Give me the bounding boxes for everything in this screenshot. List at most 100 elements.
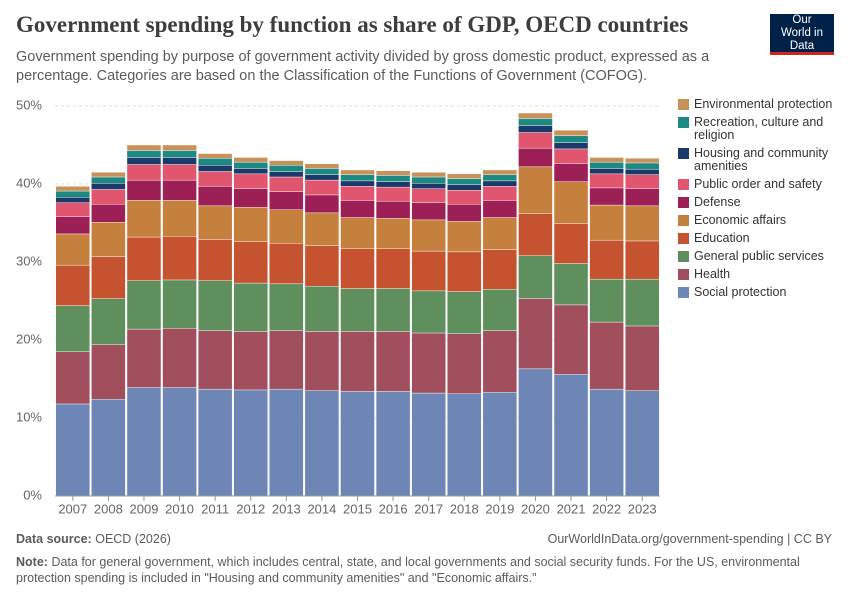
chart-title: Government spending by function as share… <box>16 12 689 37</box>
bar-segment <box>447 333 482 395</box>
logo[interactable]: Our World in Data <box>770 14 834 55</box>
legend-swatch[interactable] <box>678 287 689 298</box>
bar-segment <box>553 263 589 306</box>
legend-item[interactable]: Defense <box>678 196 848 209</box>
bar-segment <box>340 186 375 201</box>
bar-segment <box>411 188 446 203</box>
bar-segment <box>447 178 482 185</box>
legend-item[interactable]: Environmental protection <box>678 98 848 111</box>
legend-swatch[interactable] <box>678 233 689 244</box>
bar-segment <box>625 174 660 189</box>
bar-segment <box>91 399 126 497</box>
legend-item[interactable]: Social protection <box>678 286 848 299</box>
source-text: OECD (2026) <box>95 532 171 546</box>
bar-segment <box>589 168 624 175</box>
bar-segment <box>340 217 375 249</box>
legend-item[interactable]: Economic affairs <box>678 214 848 227</box>
bar-segment <box>55 264 90 306</box>
legend-label[interactable]: Health <box>694 267 731 281</box>
legend-swatch[interactable] <box>678 197 689 208</box>
bar-segment <box>126 157 162 165</box>
bar-segment <box>197 330 233 390</box>
legend-swatch[interactable] <box>678 148 689 159</box>
bar-segment <box>304 285 340 332</box>
bar-segment <box>411 290 446 334</box>
x-tick-label: 2023 <box>628 501 657 516</box>
bar-segment <box>197 158 233 166</box>
bar-segment <box>126 236 162 281</box>
bar-segment <box>126 387 162 497</box>
bar-segment <box>553 223 589 264</box>
legend-item[interactable]: Recreation, culture and religion <box>678 116 848 142</box>
bar-segment <box>411 392 446 497</box>
x-tick-label: 2010 <box>165 501 194 516</box>
bar-segment <box>340 248 375 289</box>
bar-segment <box>589 157 624 163</box>
x-tick-label: 2017 <box>414 501 443 516</box>
bar-segment <box>482 392 518 497</box>
x-tick-label: 2009 <box>130 501 159 516</box>
bar-segment <box>233 157 268 163</box>
legend-item[interactable]: Public order and safety <box>678 178 848 191</box>
x-tick-label: 2007 <box>58 501 87 516</box>
legend-label[interactable]: Public order and safety <box>694 177 822 191</box>
bar-segment <box>447 393 482 497</box>
legend-item[interactable]: Health <box>678 268 848 281</box>
legend-swatch[interactable] <box>678 251 689 262</box>
bar-segment <box>55 351 90 405</box>
legend-label[interactable]: Recreation, culture and religion <box>694 115 824 142</box>
logo-text[interactable]: Our World in Data <box>781 13 823 52</box>
legend-swatch[interactable] <box>678 99 689 110</box>
bar-segment <box>411 202 446 221</box>
legend: Environmental protection Recreation, cult… <box>678 98 848 304</box>
bar-segment <box>269 243 304 285</box>
bar-segment <box>91 344 126 400</box>
bar-segment <box>589 161 624 169</box>
legend-swatch[interactable] <box>678 179 689 190</box>
legend-label[interactable]: Environmental protection <box>694 97 833 111</box>
legend-label[interactable]: Economic affairs <box>694 213 787 227</box>
bar-segment <box>518 368 553 497</box>
bar-segment <box>304 168 340 175</box>
bar-segment <box>233 168 268 175</box>
bar-segment <box>233 331 268 391</box>
bar-segment <box>375 391 411 497</box>
bar-segment <box>482 186 518 201</box>
bar-segment <box>233 188 268 208</box>
bar-segment <box>126 179 162 201</box>
bar-segment <box>411 332 446 394</box>
bar-segment <box>411 250 446 292</box>
legend-label[interactable]: Housing and community amenities <box>694 146 829 173</box>
bar-segment <box>269 165 304 172</box>
bar-segment <box>625 390 660 497</box>
legend-item[interactable]: General public services <box>678 250 848 263</box>
bar-segment <box>126 200 162 238</box>
legend-label[interactable]: Defense <box>694 195 741 209</box>
bar-segment <box>447 184 482 191</box>
bar-segment <box>447 173 482 179</box>
legend-swatch[interactable] <box>678 117 689 128</box>
bar-segment <box>375 175 411 182</box>
bar-segment <box>482 289 518 331</box>
legend-swatch[interactable] <box>678 215 689 226</box>
bar-segment <box>518 213 553 256</box>
legend-item[interactable]: Housing and community amenities <box>678 147 848 173</box>
legend-label[interactable]: Social protection <box>694 285 787 299</box>
x-tick-label: 2020 <box>521 501 550 516</box>
x-tick-label: 2013 <box>272 501 301 516</box>
legend-swatch[interactable] <box>678 269 689 280</box>
bar-segment <box>375 288 411 332</box>
legend-item[interactable]: Education <box>678 232 848 245</box>
bar-segment <box>162 387 197 497</box>
bar-segment <box>233 161 268 169</box>
bar-segment <box>375 331 411 392</box>
bar-segment <box>233 207 268 242</box>
legend-label[interactable]: General public services <box>694 249 824 263</box>
x-tick-label: 2008 <box>94 501 123 516</box>
bar-segment <box>55 186 90 192</box>
bar-segment <box>411 183 446 189</box>
y-tick-label: 20% <box>16 331 42 346</box>
source-url[interactable]: OurWorldInData.org/government-spending |… <box>547 532 832 546</box>
legend-label[interactable]: Education <box>694 231 750 245</box>
bar-segment <box>553 181 589 224</box>
